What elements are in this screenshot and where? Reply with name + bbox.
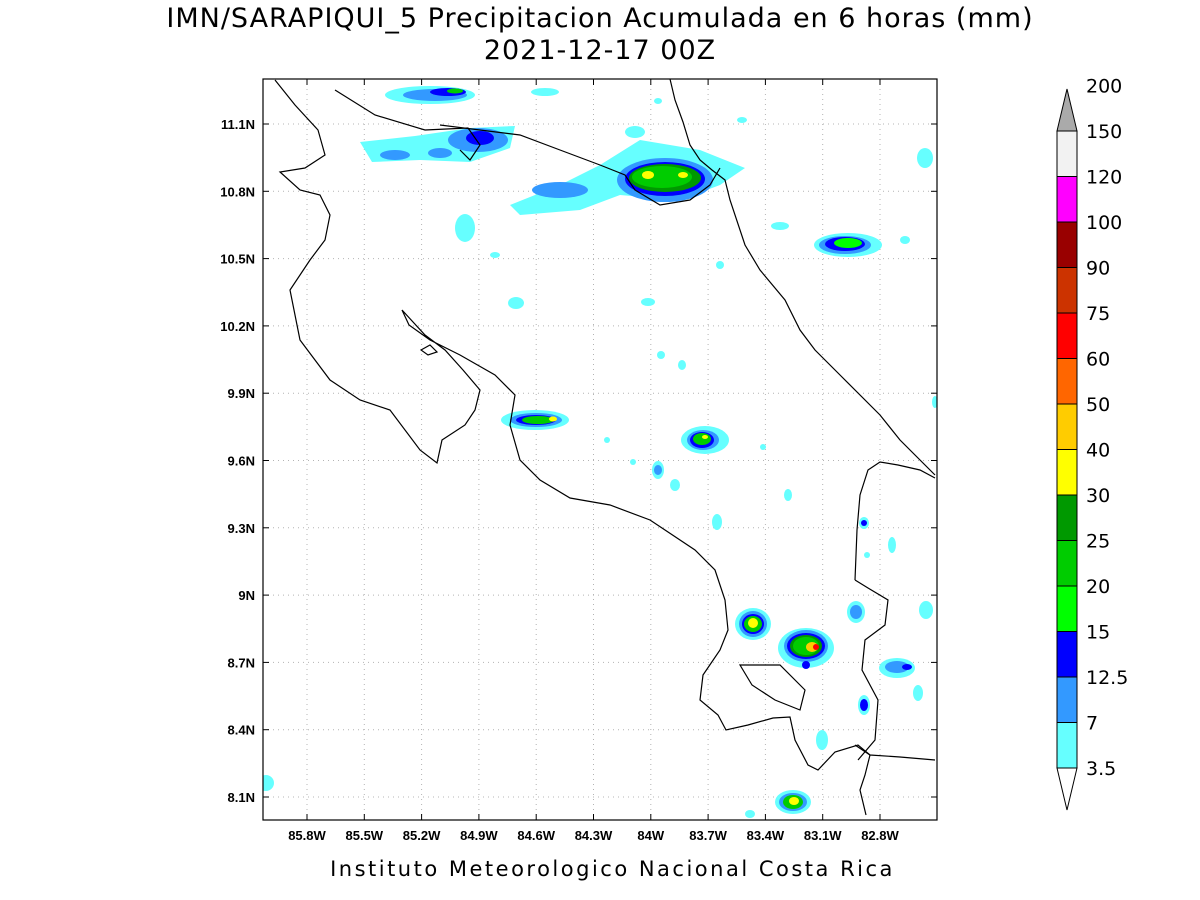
lon-tick-label: 83.7W	[689, 828, 727, 843]
lon-tick-label: 82.8W	[861, 828, 899, 843]
colorbar-label: 200	[1086, 76, 1122, 98]
precip-patch-gulf-nicoya	[501, 410, 569, 430]
colorbar-label: 25	[1086, 531, 1110, 553]
colorbar-segment	[1056, 540, 1078, 587]
colorbar-segment	[1056, 494, 1078, 541]
colorbar-segment	[1056, 221, 1078, 268]
precip-patch-scattered	[455, 98, 937, 408]
colorbar-segment	[1056, 176, 1078, 223]
lon-tick-label: 84.9W	[460, 828, 498, 843]
lat-tick-label: 8.7N	[228, 655, 255, 670]
colorbar-label: 40	[1086, 440, 1110, 462]
colorbar-segment	[1056, 130, 1078, 177]
lat-tick-label: 9.6N	[228, 454, 255, 469]
colorbar-segment	[1056, 312, 1078, 359]
map-axis-ticks	[263, 79, 937, 820]
precip-patch-caribbean-border	[510, 126, 745, 215]
precip-patch-north-1	[385, 86, 559, 104]
colorbar-label: 20	[1086, 576, 1110, 598]
colorbar-label: 30	[1086, 485, 1110, 507]
colorbar-label: 7	[1086, 713, 1098, 735]
lat-tick-label: 10.8N	[220, 184, 255, 199]
colorbar-label: 3.5	[1086, 758, 1116, 780]
colorbar-label: 90	[1086, 258, 1110, 280]
colorbar-label: 120	[1086, 167, 1122, 189]
colorbar-label: 60	[1086, 349, 1110, 371]
colorbar-label: 12.5	[1086, 667, 1128, 689]
colorbar-segment	[1056, 449, 1078, 496]
lat-tick-label: 10.5N	[220, 252, 255, 267]
lon-tick-label: 83.4W	[747, 828, 785, 843]
lon-tick-label: 85.8W	[288, 828, 326, 843]
colorbar-segment	[1056, 267, 1078, 314]
lon-tick-label: 84.3W	[575, 828, 613, 843]
colorbar-segment	[1056, 585, 1078, 632]
colorbar-label: 75	[1086, 303, 1110, 325]
coastline-and-borders	[274, 79, 936, 816]
colorbar-segment	[1056, 631, 1078, 678]
colorbar-segment	[1056, 722, 1078, 769]
colorbar-label: 50	[1086, 394, 1110, 416]
map-title: IMN/SARAPIQUI_5 Precipitacion Acumulada …	[166, 3, 1034, 34]
colorbar-segment	[1056, 403, 1078, 450]
lat-tick-label: 9.3N	[228, 521, 255, 536]
lat-tick-label: 10.2N	[220, 319, 255, 334]
precip-patch-central	[604, 426, 792, 530]
precip-patch-south	[263, 517, 933, 818]
colorbar-label: 15	[1086, 622, 1110, 644]
lat-tick-label: 9.9N	[228, 386, 255, 401]
precip-patch-east-coast	[771, 148, 933, 257]
colorbar-segment	[1056, 676, 1078, 723]
lon-tick-label: 83.1W	[804, 828, 842, 843]
longitude-labels: 85.8W 85.5W 85.2W 84.9W 84.6W 84.3W 84W 83.7W 83…	[288, 828, 899, 843]
lat-tick-label: 9N	[238, 588, 255, 603]
latitude-labels: 11.1N 10.8N 10.5N 10.2N 9.9N 9.6N 9.3N 9N 8.7N 8.…	[220, 117, 255, 805]
lat-tick-label: 8.4N	[228, 723, 255, 738]
map-footer: Instituto Meteorologico Nacional Costa R…	[330, 857, 895, 881]
lon-tick-label: 85.2W	[403, 828, 441, 843]
lon-tick-label: 84W	[637, 828, 664, 843]
colorbar-label: 150	[1086, 121, 1122, 143]
lon-tick-label: 85.5W	[346, 828, 384, 843]
colorbar-segment	[1056, 358, 1078, 405]
lat-tick-label: 11.1N	[221, 117, 255, 132]
map-valid-time: 2021-12-17 00Z	[483, 35, 717, 66]
lat-tick-label: 8.1N	[228, 790, 255, 805]
colorbar: 3.5 7 12.5 15 20 25 30 40 50 60 75 90 100 120 150 200	[1056, 76, 1128, 811]
colorbar-label: 100	[1086, 212, 1122, 234]
lon-tick-label: 84.6W	[517, 828, 555, 843]
colorbar-bottom-arrow	[1056, 767, 1078, 811]
colorbar-top-arrow	[1056, 88, 1078, 132]
map-frame	[262, 78, 938, 821]
